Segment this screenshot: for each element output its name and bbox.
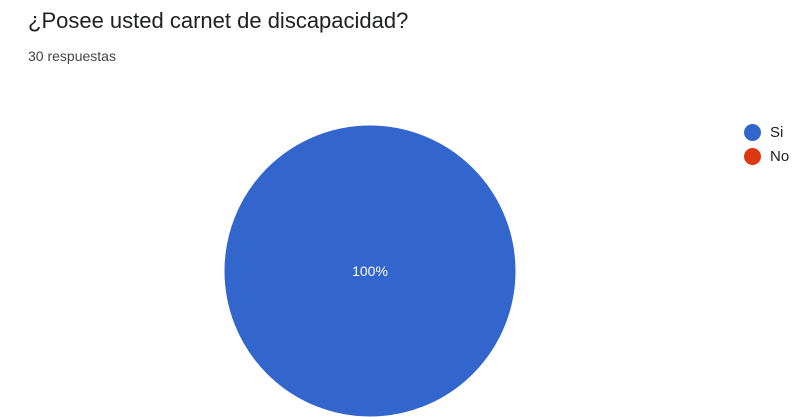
legend-label-si: Si xyxy=(770,123,784,141)
legend-item-no[interactable]: No xyxy=(744,144,789,168)
chart-title: ¿Posee usted carnet de discapacidad? xyxy=(28,8,409,33)
legend-swatch-si xyxy=(744,123,761,141)
legend-item-si[interactable]: Si xyxy=(744,120,789,144)
response-count: 30 respuestas xyxy=(28,48,116,64)
pie-slice-label-si: 100% xyxy=(352,263,388,279)
legend-swatch-no xyxy=(744,147,761,165)
pie-slice-si[interactable] xyxy=(223,124,517,417)
chart-legend: Si No xyxy=(744,120,789,168)
legend-label-no: No xyxy=(770,147,790,165)
